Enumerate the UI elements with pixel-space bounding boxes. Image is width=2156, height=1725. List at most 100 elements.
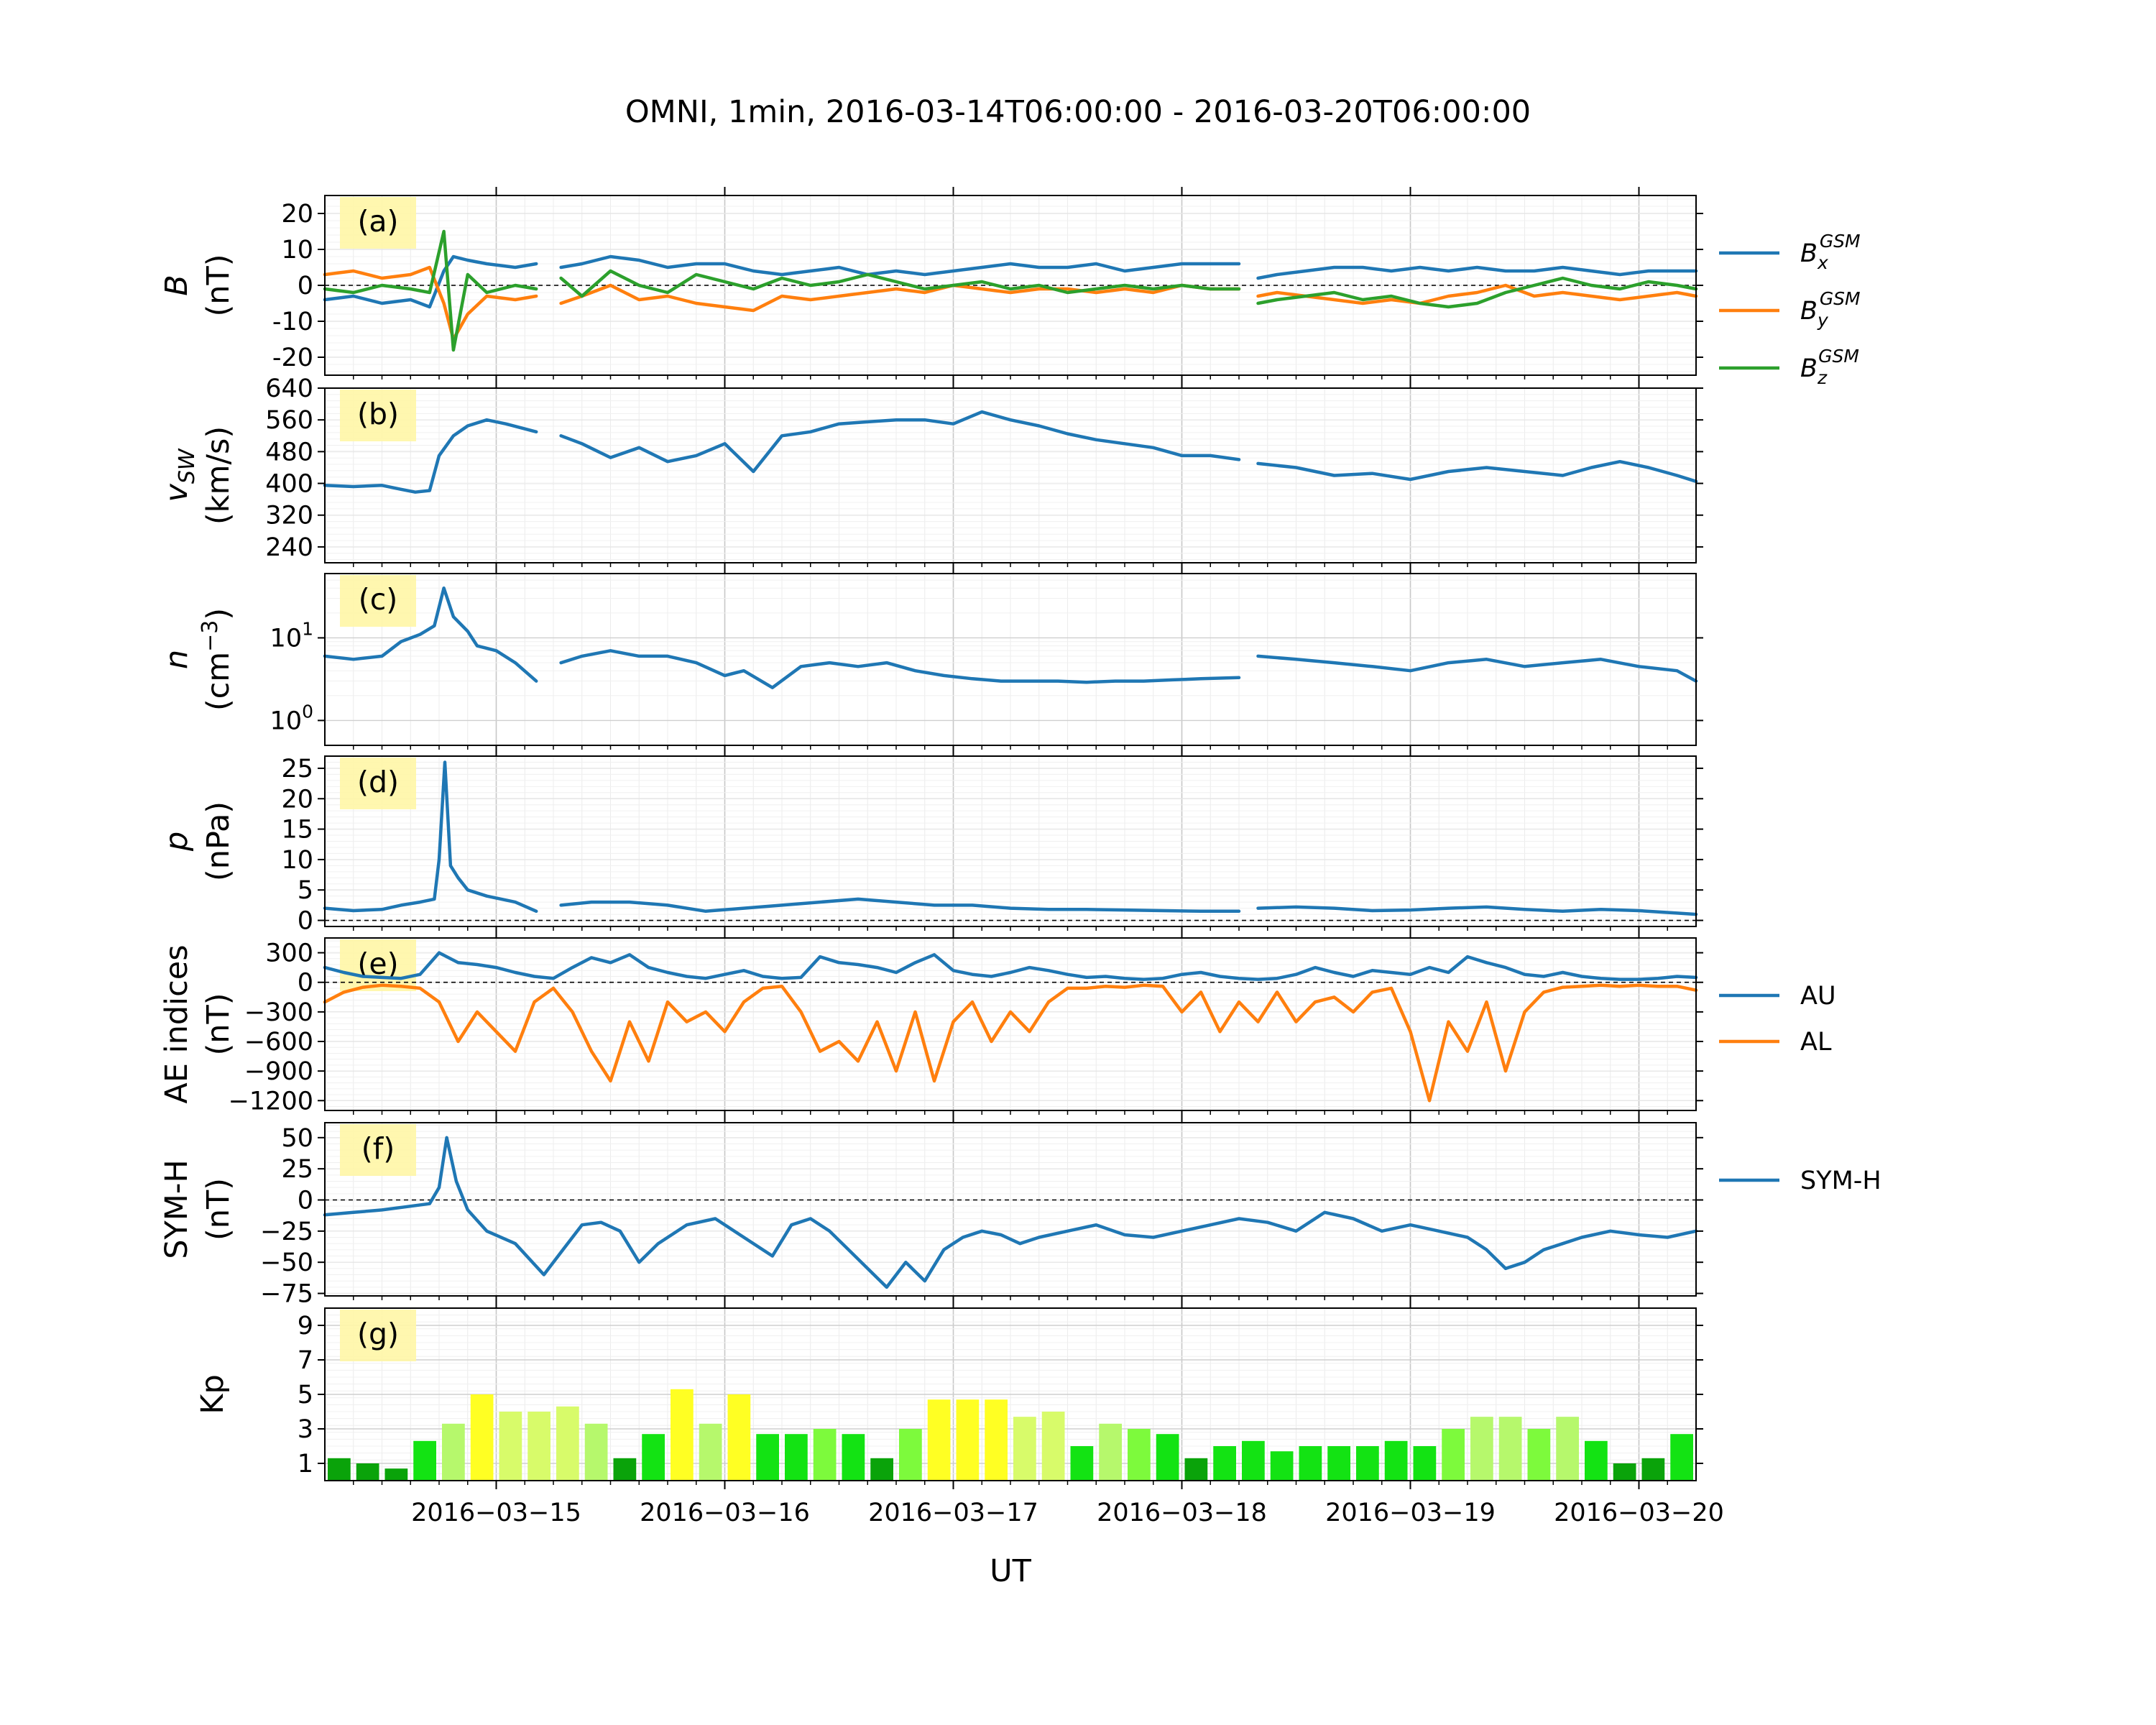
- y-label-close: ): [201, 608, 236, 620]
- kp-bar: [1242, 1440, 1265, 1481]
- y-tick-label: 9: [298, 1312, 313, 1340]
- legend-symbol: B: [1800, 354, 1818, 383]
- x-tick-label: 2016−03−18: [1097, 1499, 1267, 1527]
- kp-bar: [528, 1412, 550, 1481]
- kp-bar: [870, 1458, 893, 1481]
- y-tick-label: 0: [298, 1186, 313, 1215]
- x-tick-label: 2016−03−16: [640, 1499, 810, 1527]
- panel-tag: (a): [357, 204, 398, 239]
- kp-bar: [756, 1434, 779, 1481]
- y-tick-label: 10: [281, 236, 313, 264]
- panel-c: (c) 100 101 n (cm−3): [159, 565, 1703, 754]
- kp-bar: [642, 1434, 665, 1481]
- legend-superscript: GSM: [1818, 346, 1859, 367]
- kp-bar: [1184, 1458, 1208, 1481]
- figure-title: OMNI, 1min, 2016-03-14T06:00:00 - 2016-0…: [625, 94, 1531, 130]
- legend-f: SYM-H: [1719, 1167, 1881, 1195]
- panel-tag-box: [340, 390, 416, 441]
- legend-e: AU AL: [1719, 982, 1836, 1057]
- kp-bar: [1384, 1440, 1408, 1481]
- kp-bar: [1527, 1429, 1551, 1481]
- kp-bar: [1585, 1440, 1608, 1481]
- panel-g: (g) 1 3 5 7 9 Kp: [195, 1300, 1703, 1489]
- panel-tag-box: [340, 1310, 416, 1361]
- y-tick-label: 50: [281, 1124, 313, 1153]
- kp-bar: [413, 1440, 436, 1481]
- y-label-line2: (cm−3): [198, 608, 236, 711]
- y-label-subscript: SW: [175, 448, 200, 484]
- y-tick-label: −600: [244, 1028, 313, 1057]
- kp-bar: [1041, 1412, 1065, 1481]
- kp-bar: [1470, 1417, 1493, 1481]
- y-tick-label: 0: [298, 907, 313, 936]
- y-tick-label: 15: [281, 816, 313, 845]
- series-line-al: [323, 983, 1698, 1103]
- panel-tag-box: [340, 575, 416, 627]
- legend-subscript: y: [1817, 310, 1829, 331]
- y-tick-label: 300: [265, 939, 313, 968]
- y-tick-label: 640: [265, 374, 313, 403]
- y-label-line1: SYM-H: [159, 1159, 195, 1259]
- y-label-line2: (nPa): [201, 801, 236, 881]
- x-tick-label: 2016−03−19: [1325, 1499, 1496, 1527]
- y-tick-label: 25: [281, 755, 313, 783]
- panel-tag: (f): [361, 1131, 395, 1166]
- panel-b: (b) 240 320 400 480 560 640 vSW (km/s): [159, 374, 1703, 571]
- series-line-v-sw: [323, 410, 1698, 494]
- kp-bar: [584, 1423, 608, 1481]
- legend-entry: BzGSM: [1800, 346, 1859, 388]
- y-tick-label: -10: [272, 308, 313, 336]
- kp-bar: [813, 1429, 837, 1481]
- y-label-line1: vSW: [159, 448, 200, 502]
- y-label-line1: p: [159, 832, 195, 852]
- kp-bar: [1413, 1446, 1437, 1481]
- y-tick-label: 320: [265, 502, 313, 530]
- y-label-line1: Kp: [195, 1374, 231, 1414]
- kp-bar: [328, 1458, 351, 1481]
- panel-tag: (b): [357, 397, 399, 431]
- legend-superscript: GSM: [1820, 288, 1861, 309]
- kp-bar: [1641, 1458, 1665, 1481]
- y-tick-label: 5: [298, 876, 313, 905]
- x-tick-label: 2016−03−15: [411, 1499, 581, 1527]
- series-line-b-y-gsm: [323, 265, 1698, 341]
- y-tick-label: −900: [244, 1057, 313, 1086]
- kp-bar: [1613, 1463, 1636, 1481]
- y-label-line1: n: [159, 650, 195, 669]
- legend-entry: ByGSM: [1800, 288, 1861, 331]
- y-label-line2: (nT): [201, 254, 236, 316]
- y-tick-label: 10: [281, 846, 313, 875]
- y-tick-label: −300: [244, 998, 313, 1027]
- kp-bar: [470, 1394, 494, 1481]
- y-tick-label: 560: [265, 406, 313, 435]
- legend-entry: AU: [1800, 982, 1836, 1011]
- kp-bar: [727, 1394, 751, 1481]
- legend-symbol: B: [1800, 239, 1818, 268]
- y-axis-label: Kp: [195, 1374, 231, 1414]
- kp-bar: [956, 1399, 980, 1481]
- series-line-n: [323, 586, 1698, 689]
- series-line-au: [323, 951, 1698, 981]
- x-tick-label: 2016−03−20: [1554, 1499, 1724, 1527]
- series-line-p: [323, 760, 1698, 916]
- kp-bar: [1327, 1446, 1350, 1481]
- y-tick-label: 480: [265, 438, 313, 466]
- legend-subscript: z: [1817, 367, 1828, 388]
- kp-bar: [1156, 1434, 1179, 1481]
- panel-tag-box: [340, 1124, 416, 1176]
- y-tick-label: 5: [298, 1381, 313, 1409]
- y-tick-label: 3: [298, 1415, 313, 1444]
- y-label-line2: (nT): [201, 1178, 236, 1241]
- y-axis-label: B (nT): [159, 254, 236, 316]
- legend-superscript: GSM: [1820, 231, 1861, 252]
- y-tick-label: 101: [270, 618, 313, 653]
- series-line-b-x-gsm: [323, 254, 1698, 309]
- kp-bar: [671, 1389, 694, 1481]
- kp-bar: [785, 1434, 808, 1481]
- y-label-symbol: v: [159, 484, 195, 502]
- y-tick-label: 20: [281, 200, 313, 229]
- y-tick-label: −1200: [229, 1087, 313, 1116]
